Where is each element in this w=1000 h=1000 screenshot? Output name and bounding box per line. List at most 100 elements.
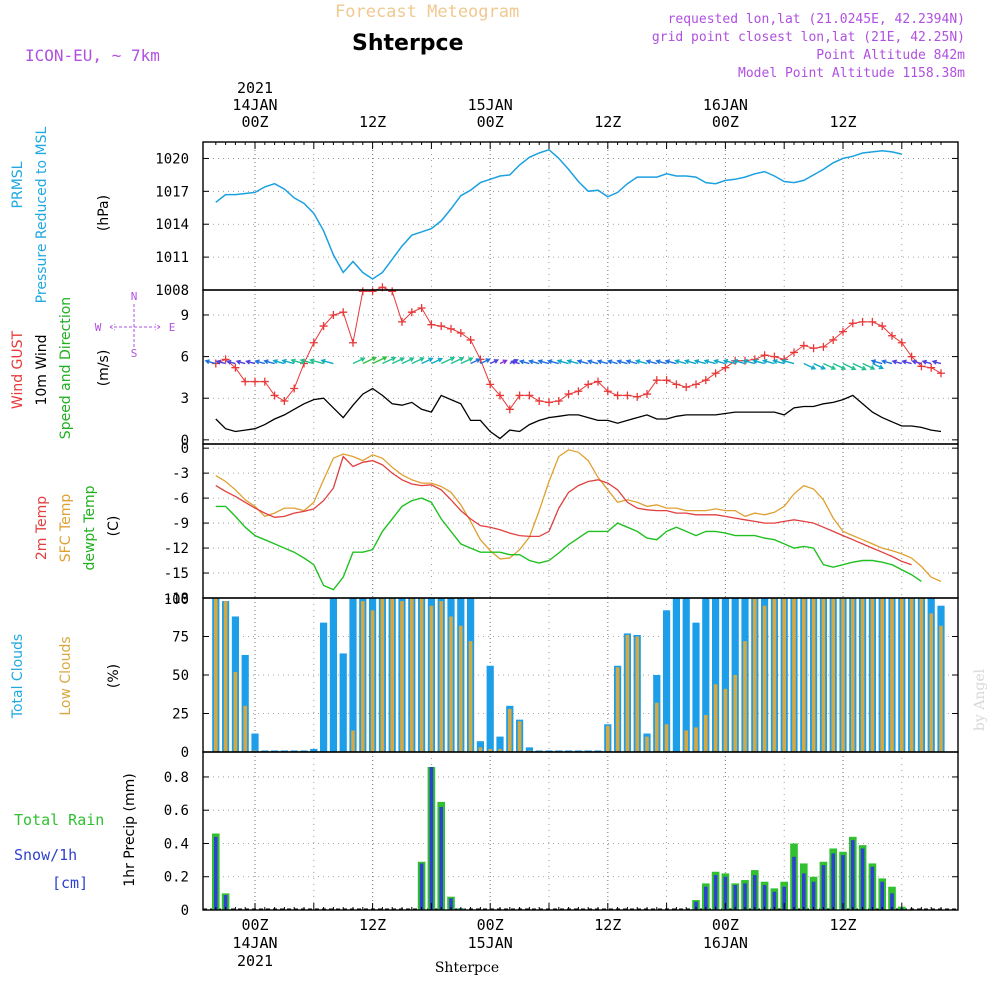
top-axis-day: 15JAN — [468, 96, 513, 114]
wind-direction-arrow — [683, 359, 697, 365]
y-tick-label: 25 — [172, 707, 189, 723]
wind-direction-arrow — [803, 362, 817, 370]
bottom-axis-hour: 12Z — [829, 916, 856, 934]
low-cloud-bar — [811, 598, 816, 752]
low-cloud-bar — [390, 598, 394, 752]
snow-bar — [733, 885, 737, 910]
snow-bar — [792, 856, 796, 910]
low-cloud-bar — [488, 748, 492, 752]
wind-direction-arrow — [852, 362, 867, 371]
low-cloud-bar — [841, 598, 845, 752]
precip-frame — [202, 751, 959, 911]
gust-point — [711, 369, 720, 378]
low-cloud-bar — [410, 598, 414, 752]
wind-direction-arrow — [645, 359, 657, 365]
snow-bar — [762, 885, 767, 910]
bottom-axis-year: 2021 — [237, 952, 273, 970]
low-cloud-bar — [870, 598, 875, 752]
gust-point — [848, 319, 857, 328]
low-cloud-bar — [233, 671, 238, 752]
y-tick-label: -18 — [164, 591, 189, 607]
y-tick-label: 0 — [181, 433, 189, 449]
gust-point — [535, 396, 544, 405]
gust-point — [368, 287, 377, 296]
top-axis-hour: 00Z — [712, 113, 739, 131]
low-cloud-bar — [449, 616, 453, 752]
low-cloud-bar — [831, 598, 835, 752]
snow-bar — [821, 865, 826, 910]
wind-direction-arrow — [566, 359, 579, 365]
y-tick-label: 0.8 — [164, 770, 189, 786]
y-tick-label: 0 — [181, 441, 189, 457]
top-axis-day: 14JAN — [232, 96, 277, 114]
wind-direction-arrow — [450, 356, 465, 365]
total-cloud-bar — [310, 748, 318, 752]
pressure-label-short: PRMSL — [10, 161, 26, 208]
top-axis-hour: 00Z — [241, 113, 268, 131]
pressure-unit: (hPa) — [96, 195, 112, 231]
gust-point — [280, 396, 289, 405]
pressure-line-0 — [215, 148, 902, 280]
y-tick-label: 0.2 — [164, 870, 189, 886]
wind-direction-arrow — [823, 362, 837, 370]
total-cloud-bar — [329, 598, 337, 752]
total-cloud-bar — [290, 750, 298, 752]
wind-direction-arrow — [596, 359, 608, 365]
low-cloud-bar — [429, 605, 434, 752]
wind-direction-arrow — [215, 359, 226, 365]
chart-title: Forecast Meteogram — [335, 2, 519, 22]
temp-unit: (C) — [106, 516, 122, 537]
gust-point — [937, 369, 945, 378]
wind-direction-arrow — [732, 358, 746, 365]
gust-point — [721, 363, 730, 372]
wind-direction-arrow — [713, 359, 726, 365]
wind-direction-arrow — [499, 359, 508, 365]
total-cloud-bar — [682, 598, 690, 752]
y-tick-label: 75 — [172, 630, 189, 646]
total-cloud-bar — [261, 750, 269, 752]
gust-point — [309, 338, 318, 347]
pressure-label-long: Pressure Reduced to MSL — [34, 126, 50, 303]
wind-gust-label: Wind GUST — [10, 330, 26, 409]
gust-point — [829, 335, 838, 344]
wind-direction-arrow — [911, 359, 922, 365]
gust-point — [633, 392, 642, 401]
wind-direction-arrow — [703, 359, 716, 365]
total-cloud-bar — [565, 750, 573, 752]
t2m-label: 2m Temp — [34, 496, 50, 560]
gust-point — [339, 308, 348, 317]
wind-direction-arrow — [510, 359, 520, 365]
y-tick-label: 0.4 — [164, 836, 189, 852]
pressure-frame — [202, 141, 959, 291]
top-axis-hour: 12Z — [829, 113, 856, 131]
low-cloud-bar — [733, 675, 737, 752]
wind-speed-direction-label: Speed and Direction — [58, 297, 74, 439]
wind-direction-arrow — [290, 358, 305, 365]
gust-point — [574, 387, 583, 396]
gust-point — [231, 363, 240, 372]
gust-point — [525, 391, 534, 400]
grid-point-coords: grid point closest lon,lat (21E, 42.25N) — [652, 30, 965, 45]
wind-direction-arrow — [320, 358, 334, 365]
snow-bar — [713, 875, 718, 910]
location-title: Shterpce — [352, 31, 464, 56]
wind-direction-arrow — [872, 362, 884, 370]
y-tick-label: -15 — [164, 566, 189, 582]
gust-point — [496, 391, 504, 400]
cloud-bars — [212, 598, 945, 752]
clouds-unit: (%) — [106, 664, 122, 688]
wind-direction-arrow — [634, 359, 648, 365]
snow-bar — [753, 875, 757, 910]
bottom-axis-day: 15JAN — [468, 934, 513, 952]
y-tick-label: 0 — [181, 903, 189, 919]
total-cloud-bar — [663, 610, 671, 752]
gust-point — [447, 324, 455, 333]
snow-bar — [890, 893, 894, 910]
low-cloud-bar — [802, 598, 806, 752]
grid-group — [203, 142, 958, 911]
snow-bar — [704, 886, 708, 910]
gust-point — [927, 363, 936, 372]
wind-direction-arrow — [382, 356, 397, 365]
low-cloud-bar — [625, 634, 630, 752]
